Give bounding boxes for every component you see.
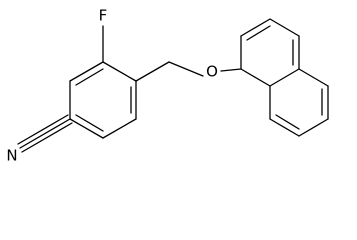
- page: F O N (() => { const data = JSON.parse(d…: [6, 6, 329, 165]
- benzene-ring: [69, 61, 137, 139]
- atom-label: O: [206, 63, 218, 81]
- atom-label: F: [99, 7, 108, 25]
- naphthalene: [240, 18, 329, 137]
- atom-label: N: [6, 147, 17, 165]
- substituent-bonds: [17, 25, 242, 153]
- structure-diagram: F O N: [6, 7, 329, 165]
